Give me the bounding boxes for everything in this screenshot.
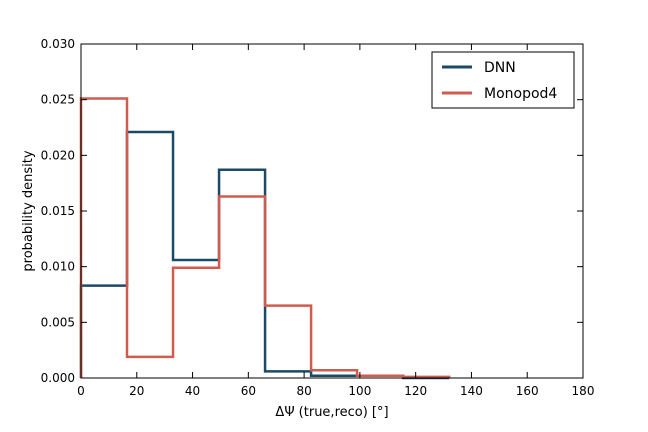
x-axis-ticks: 0 20 40 60 80 100 120 140 160 180 [77, 44, 594, 398]
x-tick-label: 0 [77, 384, 85, 398]
x-tick-label: 120 [404, 384, 427, 398]
x-tick-label: 60 [241, 384, 256, 398]
y-tick-label: 0.005 [41, 315, 75, 329]
legend-label-dnn: DNN [484, 60, 516, 76]
legend-label-monopod4: Monopod4 [484, 86, 557, 102]
x-tick-label: 100 [348, 384, 371, 398]
legend-box [431, 51, 575, 109]
y-axis-ticks: 0.000 0.005 0.010 0.015 0.020 0.025 0.030 [41, 37, 583, 385]
y-tick-label: 0.020 [41, 148, 75, 162]
x-tick-label: 20 [129, 384, 144, 398]
x-tick-label: 160 [516, 384, 539, 398]
x-tick-label: 80 [296, 384, 311, 398]
legend: DNN Monopod4 [431, 51, 575, 109]
y-tick-label: 0.025 [41, 93, 75, 107]
series-layer [79, 97, 451, 380]
y-tick-label: 0.030 [41, 37, 75, 51]
x-tick-label: 140 [460, 384, 483, 398]
y-tick-label: 0.015 [41, 204, 75, 218]
x-axis-label: ΔΨ (true,reco) [°] [275, 405, 388, 420]
x-tick-label: 40 [185, 384, 200, 398]
y-tick-label: 0.000 [41, 371, 75, 385]
y-axis-label: probability density [21, 150, 36, 271]
x-tick-label: 180 [572, 384, 595, 398]
y-tick-label: 0.010 [41, 260, 75, 274]
series-line-monopod4 [79, 97, 451, 379]
